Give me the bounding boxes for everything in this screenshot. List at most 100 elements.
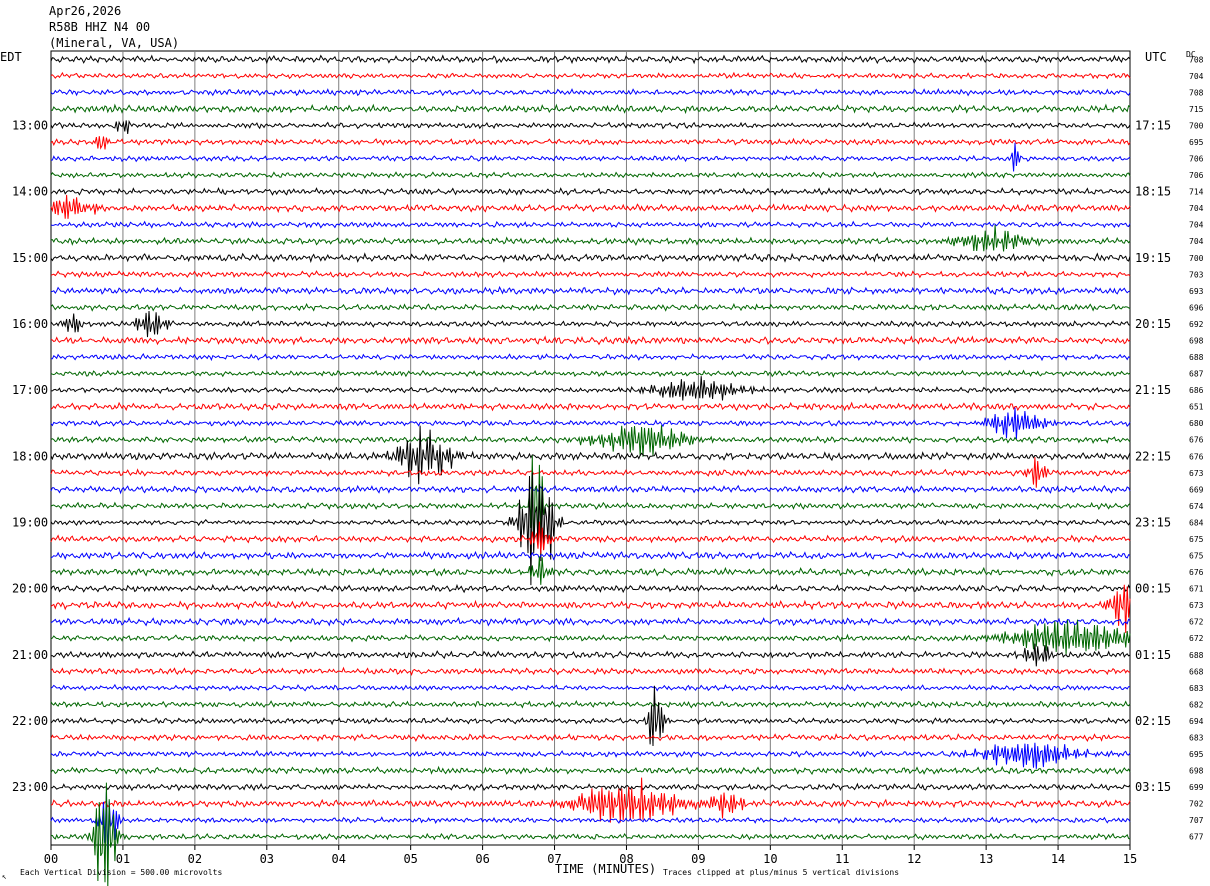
dc-offset-label: 704 (1189, 237, 1204, 246)
dc-offset-label: 707 (1189, 816, 1204, 825)
dc-offset-label: 668 (1189, 667, 1204, 676)
dc-offset-label: 684 (1189, 518, 1204, 527)
trace-row-37 (50, 666, 1131, 676)
trace-row-17 (50, 335, 1131, 346)
trace-row-28 (50, 472, 1131, 586)
x-tick-label: 01 (116, 852, 130, 866)
footer-clip: Traces clipped at plus/minus 5 vertical … (663, 868, 899, 877)
dc-offset-label: 676 (1189, 436, 1204, 445)
footer-scale: Each Vertical Division = 500.00 microvol… (20, 868, 222, 877)
dc-offset-label: 688 (1189, 651, 1204, 660)
trace-row-26 (50, 484, 1131, 495)
traces (50, 54, 1131, 886)
trace-row-36 (50, 643, 1131, 667)
dc-offset-label: 706 (1189, 171, 1204, 180)
dc-offset-label: 704 (1189, 204, 1204, 213)
left-time-label: 14:00 (12, 185, 48, 199)
x-tick-label: 04 (332, 852, 346, 866)
dc-offset-label: 673 (1189, 601, 1204, 610)
right-time-label: 03:15 (1135, 780, 1171, 794)
dc-offset-label: 696 (1189, 303, 1204, 312)
dc-offset-label: 700 (1189, 121, 1204, 130)
left-time-label: 13:00 (12, 118, 48, 132)
trace-row-44 (51, 782, 1131, 792)
dc-offset-label: 680 (1189, 419, 1204, 428)
dc-offset-label: 674 (1189, 502, 1204, 511)
dc-offset-label: 671 (1189, 585, 1204, 594)
left-time-labels: 13:00 14:00 15:00 16:00 17:00 18:00 19:00 20:00… (12, 118, 48, 794)
dc-offset-label: 686 (1189, 386, 1204, 395)
dc-offset-label: 715 (1189, 105, 1204, 114)
trace-row-5 (50, 136, 1131, 150)
trace-row-18 (51, 353, 1131, 362)
x-tick-label: 10 (763, 852, 777, 866)
x-tick-label: 06 (475, 852, 489, 866)
trace-row-8 (50, 186, 1131, 196)
right-time-label: 02:15 (1135, 714, 1171, 728)
dc-offset-label: 714 (1189, 188, 1204, 197)
dc-offset-label: 700 (1189, 254, 1204, 263)
trace-row-41 (50, 733, 1131, 742)
right-time-labels: 17:15 18:15 19:15 20:15 21:15 22:15 23:15 00:15… (1135, 118, 1171, 794)
trace-row-38 (50, 683, 1131, 692)
dc-offset-label: 688 (1189, 353, 1204, 362)
dc-offset-label: 676 (1189, 452, 1204, 461)
dc-offset-label: 695 (1189, 750, 1204, 759)
right-time-label: 20:15 (1135, 317, 1171, 331)
trace-row-33 (50, 584, 1131, 634)
trace-row-47 (50, 782, 1131, 886)
x-tick-label: 15 (1123, 852, 1137, 866)
footer-corner-mark: ↖ (2, 872, 7, 881)
dc-offset-label: 651 (1189, 403, 1204, 412)
trace-row-0 (50, 54, 1131, 65)
dc-offset-label: 704 (1189, 221, 1204, 230)
left-time-label: 23:00 (12, 780, 48, 794)
dc-offset-label: 706 (1189, 155, 1204, 164)
trace-row-12 (50, 252, 1131, 264)
trace-row-32 (50, 583, 1131, 594)
right-time-label: 01:15 (1135, 648, 1171, 662)
left-time-label: 20:00 (12, 582, 48, 596)
left-time-label: 17:00 (12, 383, 48, 397)
left-time-label: 18:00 (12, 449, 48, 463)
left-timezone: EDT (0, 50, 22, 64)
dc-offset-label: 708 (1189, 88, 1204, 97)
left-time-label: 19:00 (12, 515, 48, 529)
x-tick-label: 09 (691, 852, 705, 866)
dc-offset-label: 703 (1189, 270, 1204, 279)
right-time-label: 23:15 (1135, 515, 1171, 529)
dc-header: DC (1186, 50, 1196, 59)
trace-row-24 (50, 425, 1131, 485)
dc-offset-label: 683 (1189, 684, 1204, 693)
trace-row-21 (50, 401, 1131, 412)
left-time-label: 15:00 (12, 251, 48, 265)
x-tick-label: 13 (979, 852, 993, 866)
trace-row-39 (50, 700, 1131, 709)
grid (50, 50, 1131, 846)
trace-row-25 (50, 457, 1131, 488)
trace-row-4 (50, 119, 1131, 134)
header-date: Apr26,2026 (49, 4, 121, 18)
dc-offset-label: 672 (1189, 618, 1204, 627)
trace-row-29 (50, 521, 1131, 554)
dc-offset-label: 673 (1189, 469, 1204, 478)
x-tick-label: 07 (547, 852, 561, 866)
x-tick-label: 02 (188, 852, 202, 866)
trace-row-46 (50, 792, 1131, 858)
trace-row-22 (50, 407, 1131, 440)
dc-offset-label: 692 (1189, 320, 1204, 329)
dc-offset-label: 694 (1189, 717, 1204, 726)
x-tick-label: 11 (835, 852, 849, 866)
trace-row-13 (50, 270, 1131, 279)
dc-offset-label: 702 (1189, 800, 1204, 809)
right-time-label: 17:15 (1135, 118, 1171, 132)
right-time-label: 18:15 (1135, 185, 1171, 199)
trace-row-19 (50, 369, 1131, 378)
right-time-label: 21:15 (1135, 383, 1171, 397)
trace-row-2 (50, 87, 1131, 97)
dc-offset-label: 695 (1189, 138, 1204, 147)
header-location: (Mineral, VA, USA) (49, 36, 179, 50)
dc-offset-label: 693 (1189, 287, 1204, 296)
trace-row-31 (50, 556, 1131, 585)
